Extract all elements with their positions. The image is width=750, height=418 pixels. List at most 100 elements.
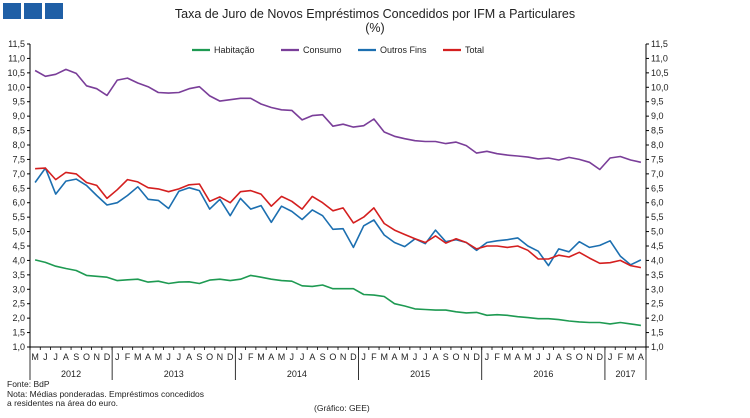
y-tick-label-right: 1,0 [651,342,664,352]
x-tick-label-month: M [257,352,265,362]
x-tick-label-month: M [524,352,532,362]
x-tick-label-month: M [134,352,142,362]
y-tick-label-left: 11,5 [8,39,25,49]
y-tick-label-left: 3,5 [12,270,25,280]
x-tick-label-month: D [350,352,357,362]
x-tick-label-month: J [608,352,613,362]
y-tick-label-right: 8,0 [651,140,664,150]
y-tick-label-right: 3,0 [651,284,664,294]
x-tick-label-month: S [443,352,449,362]
x-tick-label-month: A [556,352,562,362]
series-line-outros-fins [34,167,642,267]
x-tick-label-month: J [361,352,366,362]
x-tick-label-month: J [177,352,182,362]
x-tick-label-month: O [576,352,583,362]
x-tick-label-month: O [453,352,460,362]
y-tick-label-right: 10,5 [651,68,669,78]
x-tick-label-month: O [206,352,213,362]
y-tick-label-left: 7,5 [12,154,25,164]
x-tick-label-month: A [186,352,192,362]
y-tick-label-right: 11,0 [651,53,668,63]
legend-label-outros-fins: Outros Fins [380,45,427,55]
y-tick-label-left: 10,0 [7,82,25,92]
series-line-total [35,167,642,269]
y-tick-label-right: 1,5 [651,328,664,338]
y-tick-label-left: 5,0 [12,227,25,237]
y-tick-label-right: 6,5 [651,183,664,193]
y-tick-label-right: 10,0 [651,82,669,92]
series-line-consumo [34,68,642,171]
x-tick-label-month: S [566,352,572,362]
x-tick-label-month: A [63,352,69,362]
x-tick-label-month: S [320,352,326,362]
x-tick-label-month: J [413,352,418,362]
chart-title: Taxa de Juro de Novos Empréstimos Conced… [174,7,576,21]
x-tick-label-month: N [463,352,470,362]
x-tick-label-month: J [166,352,171,362]
x-tick-label-month: M [401,352,409,362]
note-text-line2: a residentes na área do euro. [7,398,119,408]
logo-square [45,3,63,19]
y-tick-label-right: 2,0 [651,313,664,323]
legend-label-total: Total [465,45,484,55]
y-tick-label-right: 8,5 [651,126,664,136]
x-tick-label-month: F [494,352,500,362]
x-tick-label-month: J [423,352,428,362]
y-tick-label-right: 4,5 [651,241,664,251]
y-tick-label-left: 8,0 [12,140,25,150]
y-tick-label-left: 3,0 [12,284,25,294]
x-tick-label-month: N [340,352,347,362]
legend-label-habitacao: Habitação [214,45,255,55]
x-tick-label-year: 2012 [61,369,81,379]
y-tick-label-left: 1,0 [12,342,25,352]
y-tick-label-right: 4,0 [651,255,664,265]
y-tick-label-left: 9,0 [12,111,25,121]
source-text: Fonte: BdP [7,379,50,389]
x-tick-label-month: J [290,352,295,362]
x-tick-label-month: N [93,352,100,362]
x-tick-label-month: J [300,352,305,362]
x-tick-label-month: F [371,352,377,362]
chart-credit: (Gráfico: GEE) [314,403,370,413]
x-tick-label-month: D [597,352,604,362]
x-tick-label-year: 2016 [533,369,553,379]
x-tick-label-month: M [627,352,635,362]
y-tick-label-left: 7,0 [12,169,25,179]
x-tick-label-month: A [145,352,151,362]
y-tick-label-right: 3,5 [651,270,664,280]
x-tick-label-month: M [155,352,163,362]
x-tick-label-month: S [196,352,202,362]
x-tick-label-year: 2013 [164,369,184,379]
y-tick-label-left: 6,0 [12,198,25,208]
x-tick-label-month: A [515,352,521,362]
y-tick-label-right: 9,0 [651,111,664,121]
x-tick-label-month: D [104,352,111,362]
logo-square [24,3,42,19]
x-tick-label-month: O [329,352,336,362]
x-tick-label-month: J [238,352,243,362]
x-tick-label-month: F [125,352,131,362]
x-tick-label-month: A [433,352,439,362]
x-tick-label-month: N [217,352,224,362]
chart-title-block: Taxa de Juro de Novos Empréstimos Conced… [0,7,750,35]
x-tick-label-month: D [227,352,234,362]
y-tick-label-left: 1,5 [12,328,25,338]
x-tick-label-month: J [115,352,120,362]
x-tick-label-month: O [83,352,90,362]
x-tick-label-month: N [586,352,593,362]
x-tick-label-year: 2014 [287,369,307,379]
x-tick-label-month: J [536,352,541,362]
chart-subtitle: (%) [365,21,385,35]
x-tick-label-month: M [380,352,388,362]
x-tick-label-month: J [546,352,551,362]
y-tick-label-right: 11,5 [651,39,668,49]
x-tick-label-month: M [31,352,39,362]
x-tick-label-month: D [473,352,480,362]
y-tick-label-left: 2,5 [12,299,25,309]
y-tick-label-left: 10,5 [7,68,25,78]
y-tick-label-left: 11,0 [8,53,25,63]
y-tick-label-left: 2,0 [12,313,25,323]
y-tick-label-right: 7,0 [651,169,664,179]
y-tick-label-right: 6,0 [651,198,664,208]
